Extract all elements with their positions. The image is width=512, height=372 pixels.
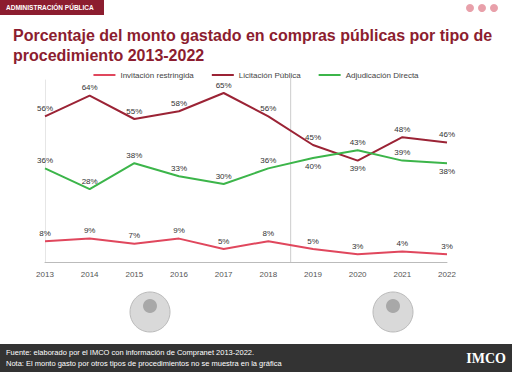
svg-text:3%: 3% (441, 242, 453, 251)
svg-text:7%: 7% (129, 231, 141, 240)
svg-text:48%: 48% (394, 125, 410, 134)
svg-text:38%: 38% (126, 151, 142, 160)
svg-text:2016: 2016 (170, 270, 188, 279)
svg-text:5%: 5% (307, 237, 319, 246)
svg-text:2013: 2013 (36, 270, 54, 279)
svg-text:28%: 28% (82, 177, 98, 186)
svg-text:38%: 38% (439, 167, 455, 176)
svg-text:43%: 43% (350, 138, 366, 147)
svg-text:IMCO: IMCO (466, 351, 506, 366)
svg-text:36%: 36% (37, 156, 53, 165)
svg-text:4%: 4% (397, 239, 409, 248)
svg-text:2021: 2021 (393, 270, 411, 279)
svg-text:56%: 56% (37, 104, 53, 113)
svg-text:55%: 55% (126, 107, 142, 116)
svg-text:36%: 36% (260, 156, 276, 165)
svg-text:procedimiento 2013-2022: procedimiento 2013-2022 (13, 47, 204, 64)
svg-text:3%: 3% (352, 242, 364, 251)
svg-text:Fuente: elaborado por el IMCO: Fuente: elaborado por el IMCO con inform… (6, 348, 254, 357)
svg-text:8%: 8% (39, 229, 51, 238)
svg-text:46%: 46% (439, 130, 455, 139)
svg-text:Nota: El monto gasto por otros: Nota: El monto gasto por otros tipos de … (6, 359, 282, 368)
svg-text:Porcentaje del monto gastado e: Porcentaje del monto gastado en compras … (13, 27, 497, 44)
svg-text:8%: 8% (263, 229, 275, 238)
svg-text:64%: 64% (82, 83, 98, 92)
svg-text:2017: 2017 (215, 270, 233, 279)
svg-text:2015: 2015 (125, 270, 143, 279)
svg-text:Licitación Pública: Licitación Pública (239, 71, 301, 80)
svg-text:56%: 56% (260, 104, 276, 113)
svg-text:2014: 2014 (81, 270, 99, 279)
svg-text:Invitación restringida: Invitación restringida (120, 71, 194, 80)
svg-text:5%: 5% (218, 237, 230, 246)
svg-text:30%: 30% (216, 172, 232, 181)
svg-text:65%: 65% (216, 81, 232, 90)
svg-text:2019: 2019 (304, 270, 322, 279)
svg-text:9%: 9% (84, 226, 96, 235)
svg-text:39%: 39% (394, 148, 410, 157)
svg-text:39%: 39% (350, 164, 366, 173)
svg-text:2018: 2018 (259, 270, 277, 279)
svg-text:2022: 2022 (438, 270, 456, 279)
svg-text:2020: 2020 (349, 270, 367, 279)
svg-text:45%: 45% (305, 133, 321, 142)
svg-text:58%: 58% (171, 99, 187, 108)
svg-text:Adjudicación Directa: Adjudicación Directa (346, 71, 419, 80)
svg-text:33%: 33% (171, 164, 187, 173)
svg-text:9%: 9% (173, 226, 185, 235)
svg-text:40%: 40% (305, 162, 321, 171)
svg-text:ADMINISTRACIÓN PÚBLICA: ADMINISTRACIÓN PÚBLICA (6, 3, 94, 11)
